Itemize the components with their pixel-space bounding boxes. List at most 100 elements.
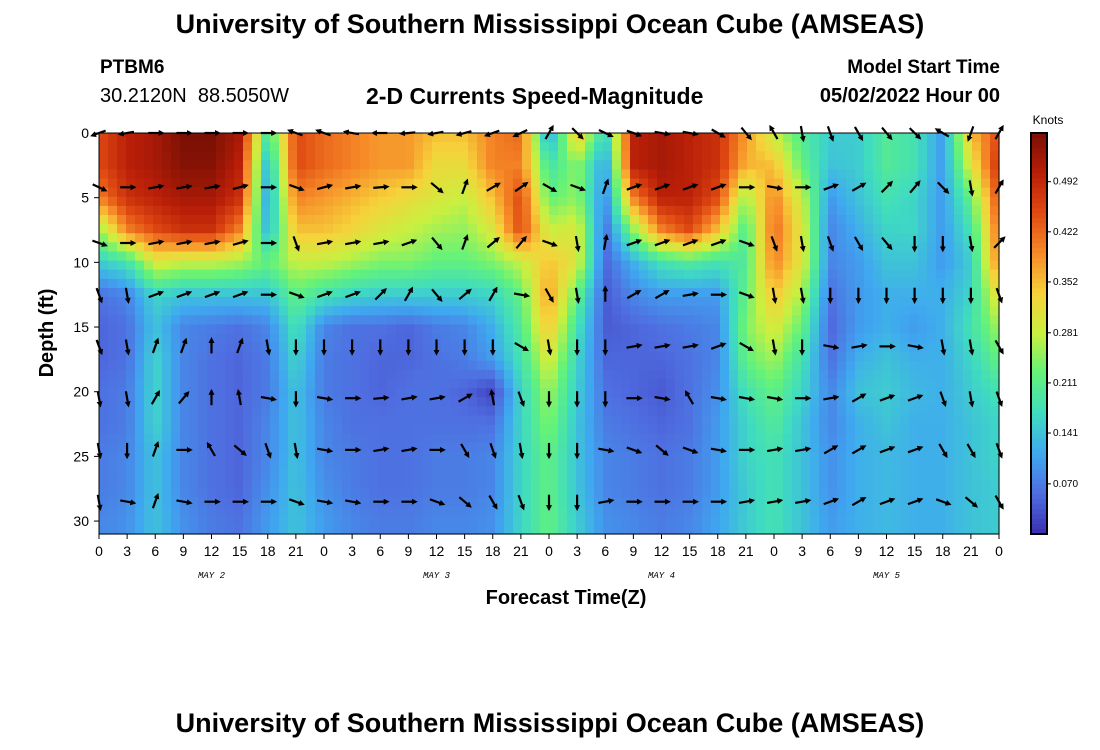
heatmap-cell [639, 151, 649, 161]
heatmap-cell [270, 196, 280, 207]
heatmap-cell [423, 442, 433, 453]
current-arrow [738, 239, 755, 247]
heatmap-cell [270, 278, 280, 289]
heatmap-cell [522, 278, 532, 289]
heatmap-cell [189, 187, 199, 198]
heatmap-cell [855, 351, 865, 362]
heatmap-cell [261, 461, 271, 471]
colorbar-segment [1031, 213, 1047, 219]
heatmap-cell [927, 178, 937, 189]
heatmap-cell [603, 269, 613, 280]
model-start-value: 05/02/2022 Hour 00 [819, 85, 1000, 107]
station-coordinates: 30.2120N 88.5050W [100, 85, 290, 107]
heatmap-cell [648, 187, 658, 198]
heatmap-cell [828, 424, 838, 435]
heatmap-cell [801, 524, 811, 535]
current-arrow [626, 289, 642, 300]
heatmap-cell [144, 333, 154, 344]
heatmap-cell [306, 369, 316, 380]
heatmap-cell [621, 160, 631, 171]
heatmap-cell [279, 442, 289, 453]
heatmap-cell [558, 424, 568, 435]
heatmap-cell [963, 461, 973, 471]
current-arrow [401, 394, 418, 401]
heatmap-cell [540, 461, 550, 471]
heatmap-cell [873, 360, 883, 371]
heatmap-cell [909, 196, 919, 207]
heatmap-cell [441, 506, 451, 517]
heatmap-cell [252, 297, 262, 307]
heatmap-cell [279, 215, 289, 225]
heatmap-cell [792, 205, 802, 216]
heatmap-cell [882, 406, 892, 417]
heatmap-cell [909, 379, 919, 389]
heatmap-cell [216, 461, 226, 471]
heatmap-cell [765, 233, 775, 243]
heatmap-cell [135, 369, 145, 380]
heatmap-cell [990, 524, 1000, 535]
heatmap-cell [432, 306, 442, 316]
heatmap-cell [657, 287, 667, 298]
heatmap-cell [594, 406, 604, 417]
heatmap-cell [630, 215, 640, 225]
heatmap-cell [405, 506, 415, 517]
heatmap-cell [585, 397, 595, 408]
heatmap-cell [459, 269, 469, 280]
heatmap-cell [567, 369, 577, 380]
heatmap-cell [135, 451, 145, 462]
heatmap-cell [531, 269, 541, 280]
heatmap-cell [666, 415, 676, 426]
heatmap-cell [684, 133, 694, 143]
heatmap-cell [828, 351, 838, 362]
heatmap-cell [108, 287, 118, 298]
heatmap-cell [225, 297, 235, 307]
heatmap-cell [630, 379, 640, 389]
heatmap-cell [369, 442, 379, 453]
heatmap-cell [792, 306, 802, 316]
heatmap-cell [504, 205, 514, 216]
heatmap-cell [702, 433, 712, 444]
colorbar-segment [1031, 343, 1047, 350]
heatmap-cell [909, 160, 919, 171]
heatmap-cell [297, 333, 307, 344]
heatmap-cell [297, 196, 307, 207]
heatmap-cell [954, 269, 964, 280]
heatmap-cell [864, 497, 874, 508]
heatmap-cell [954, 461, 964, 471]
heatmap-cell [144, 160, 154, 171]
heatmap-cell [297, 251, 307, 262]
heatmap-cell [342, 315, 352, 325]
heatmap-cell [432, 196, 442, 207]
heatmap-cell [945, 488, 955, 499]
heatmap-cell [396, 515, 406, 526]
heatmap-cell [171, 187, 181, 198]
heatmap-cell [495, 160, 505, 171]
heatmap-cell [882, 388, 892, 398]
heatmap-cell [819, 315, 829, 325]
current-arrow [429, 498, 446, 506]
heatmap-cell [540, 306, 550, 316]
colorbar-segment [1031, 293, 1047, 300]
heatmap-cell [333, 424, 343, 435]
heatmap-cell [270, 287, 280, 298]
current-arrow [795, 498, 812, 504]
heatmap-cell [927, 424, 937, 435]
heatmap-cell [531, 324, 541, 335]
heatmap-cell [153, 306, 163, 316]
current-arrow [968, 391, 975, 408]
heatmap-cell [873, 342, 883, 353]
heatmap-cell [900, 369, 910, 380]
heatmap-cell [270, 215, 280, 225]
heatmap-cell [135, 151, 145, 161]
current-arrow [909, 180, 921, 194]
heatmap-cell [729, 479, 739, 490]
heatmap-cell [891, 369, 901, 380]
heatmap-cell [936, 515, 946, 526]
heatmap-cell [774, 224, 784, 234]
heatmap-cell [783, 242, 793, 253]
heatmap-cell [693, 451, 703, 462]
heatmap-cell [981, 524, 991, 535]
heatmap-cell [558, 397, 568, 408]
heatmap-cell [900, 479, 910, 490]
heatmap-cell [180, 379, 190, 389]
